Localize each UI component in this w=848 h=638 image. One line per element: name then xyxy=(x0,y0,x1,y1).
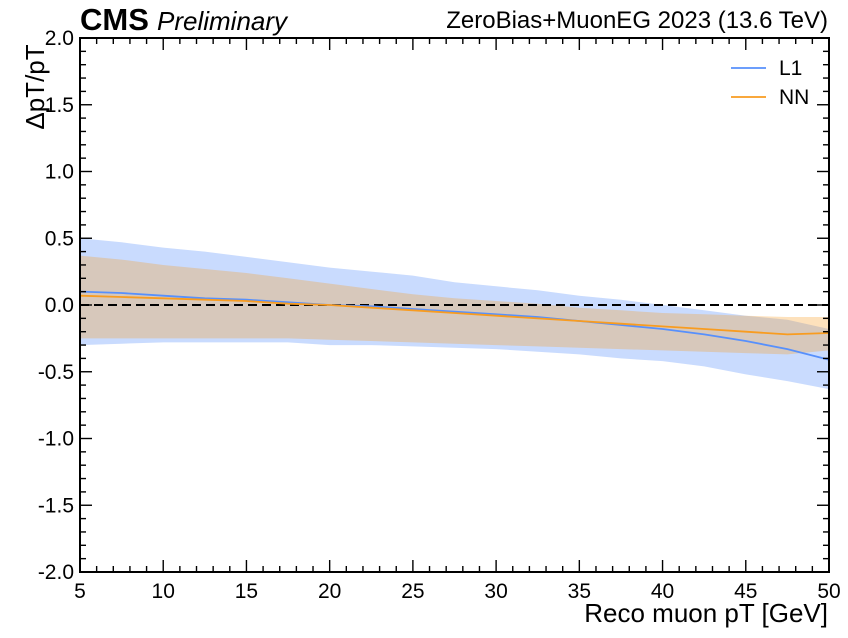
y-tick-labels: -2.0 -1.5 -1.0 -0.5 0.0 0.5 1.0 1.5 2.0 xyxy=(38,27,74,584)
x-tick-label: 25 xyxy=(401,580,424,603)
dataset-label: ZeroBias+MuonEG 2023 (13.6 TeV) xyxy=(446,7,828,34)
x-tick-label: 40 xyxy=(651,580,674,603)
x-tick-label: 20 xyxy=(318,580,341,603)
x-tick-labels: 5 10 15 20 25 30 35 40 45 50 xyxy=(74,580,841,603)
status-label: Preliminary xyxy=(157,6,288,36)
series-lines xyxy=(79,290,830,361)
y-tick-label: 1.5 xyxy=(45,94,74,117)
band-nn xyxy=(80,255,829,355)
x-tick-label: 15 xyxy=(235,580,258,603)
x-tick-label: 30 xyxy=(484,580,507,603)
legend-label-nn: NN xyxy=(779,86,809,109)
y-tick-label: 0.5 xyxy=(45,227,74,250)
x-axis-label: Reco muon pT [GeV] xyxy=(584,598,828,628)
y-tick-label: 1.0 xyxy=(45,161,74,184)
legend: L1 NN xyxy=(731,57,809,109)
y-tick-label: 0.0 xyxy=(45,294,74,317)
y-tick-label: -1.5 xyxy=(38,494,74,517)
experiment-label: CMS xyxy=(80,2,149,37)
y-axis-label: ΔpT/pT xyxy=(20,44,50,130)
x-tick-label: 10 xyxy=(152,580,175,603)
x-tick-label: 35 xyxy=(568,580,591,603)
y-tick-label: -1.0 xyxy=(38,428,74,451)
line-l1 xyxy=(79,290,830,361)
legend-label-l1: L1 xyxy=(779,57,802,80)
x-tick-label: 50 xyxy=(817,580,840,603)
x-tick-label: 5 xyxy=(74,580,86,603)
y-tick-label: 2.0 xyxy=(45,27,74,50)
x-tick-label: 45 xyxy=(734,580,757,603)
y-tick-label: -0.5 xyxy=(38,361,74,384)
line-nn xyxy=(79,294,830,336)
axis-ticks xyxy=(79,37,830,573)
y-tick-label: -2.0 xyxy=(38,561,74,584)
